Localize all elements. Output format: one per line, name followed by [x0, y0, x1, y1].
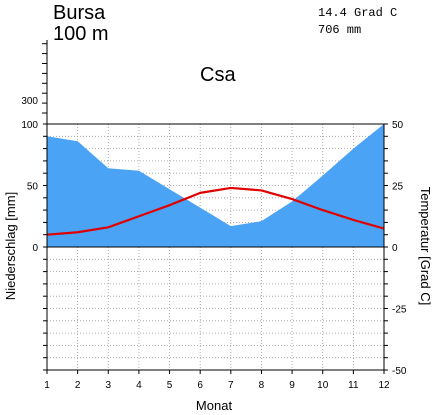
- station-elevation: 100 m: [53, 23, 109, 45]
- x-tick-label: 7: [228, 380, 234, 391]
- y-axis-title: Niederschlag [mm]: [3, 192, 18, 300]
- y-tick-label: 0: [32, 243, 38, 254]
- y2-tick-label: 25: [392, 182, 404, 193]
- y-tick-label: 50: [27, 182, 39, 193]
- upper-scale-label: 300: [21, 96, 38, 107]
- temperature-line: [46, 186, 385, 236]
- x-tick-label: 11: [348, 380, 359, 391]
- x-tick-label: 2: [75, 380, 81, 391]
- x-tick-label: 12: [378, 380, 390, 391]
- station-name: Bursa: [53, 2, 106, 24]
- x-tick-label: 5: [167, 380, 173, 391]
- x-axis-title: Monat: [196, 398, 233, 413]
- y2-tick-label: 0: [392, 243, 398, 254]
- x-tick-label: 3: [105, 380, 111, 391]
- precipitation-area-layer: [47, 124, 384, 247]
- y2-tick-label: -50: [392, 366, 407, 377]
- precipitation-area: [47, 124, 384, 247]
- upper-precip-scale: 300: [21, 43, 47, 114]
- x-tick-label: 4: [136, 380, 142, 391]
- annual-precipitation: 706 mm: [318, 23, 361, 37]
- y2-tick-label: -25: [392, 305, 407, 316]
- x-tick-label: 8: [259, 380, 265, 391]
- chart-axes: [43, 40, 388, 374]
- climate-classification: Csa: [200, 64, 236, 86]
- x-tick-label: 9: [289, 380, 295, 391]
- y2-tick-label: 50: [392, 120, 404, 131]
- mean-temperature: 14.4 Grad C: [318, 6, 397, 20]
- x-tick-label: 6: [197, 380, 203, 391]
- y2-axis-title: Temperatur [Grad C]: [418, 187, 433, 306]
- x-tick-label: 1: [44, 380, 50, 391]
- x-tick-label: 10: [317, 380, 329, 391]
- temperature-line-layer: [46, 186, 385, 236]
- y-tick-label: 100: [21, 120, 38, 131]
